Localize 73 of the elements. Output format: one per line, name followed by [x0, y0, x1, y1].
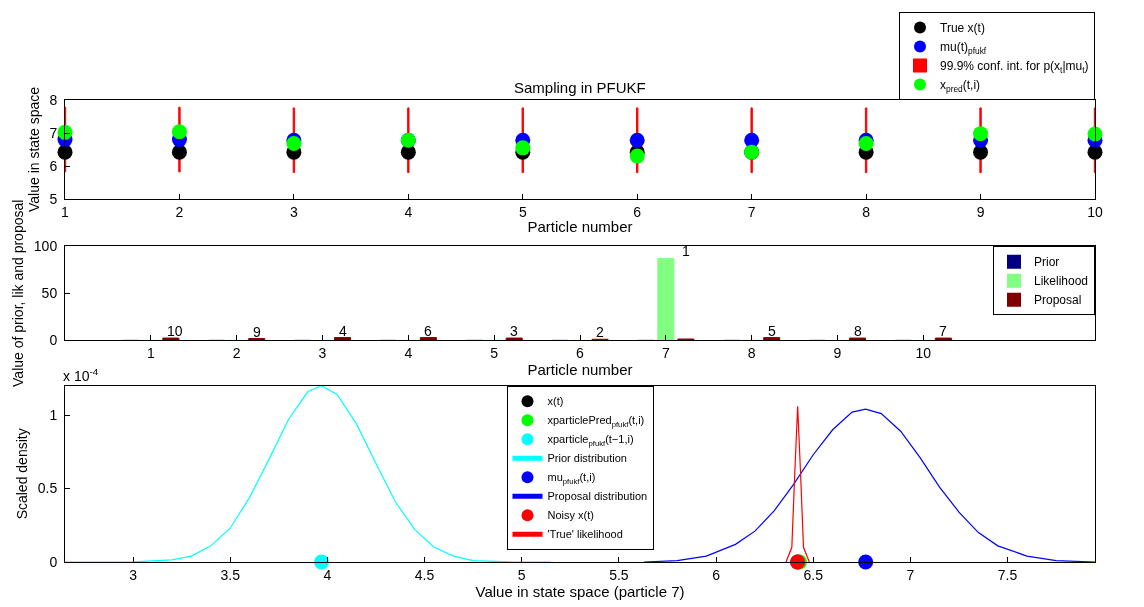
y-axis-title: Value in state space [26, 86, 42, 213]
legend-label: Likelihood [1034, 274, 1089, 289]
y-tick-label: 0.5 [37, 480, 58, 497]
legend-label: xparticle$_{pfukf}$(t−1,i) [547, 433, 634, 448]
x-tick-label: 3 [129, 566, 138, 583]
x-tick-label: 9 [976, 203, 985, 220]
y-tick-label: 100 [33, 238, 58, 255]
annotation: 1 [682, 243, 690, 259]
x-tick-label: 2 [175, 203, 184, 220]
legend-label: x(t) [547, 395, 564, 408]
legend-label: x$_{pred}$(t,i) [940, 78, 981, 94]
x-tick-label: 5 [518, 203, 527, 220]
x-tick-label: 9 [833, 345, 842, 362]
x-tick-label: 4 [404, 203, 413, 220]
legend-label: Prior [1034, 255, 1060, 270]
legend-label: Noisy x(t) [547, 509, 594, 522]
chart-title: Sampling in PFUKF [514, 79, 646, 96]
annotation: 4 [339, 323, 347, 339]
legend-label: 'True' likelihood [547, 528, 623, 541]
x-tick-label: 3 [318, 345, 327, 362]
annotation: 3 [510, 323, 518, 339]
x-tick-label: 10 [1087, 203, 1103, 220]
annotation: 6 [424, 323, 432, 339]
y-axis-title: Value of prior, lik and proposal [10, 199, 27, 387]
y-axis-title: Scaled density [14, 428, 31, 520]
y-tick-label: 0 [49, 553, 58, 570]
x-tick-label: 5 [490, 345, 499, 362]
x-axis-title: Value in state space (particle 7) [475, 582, 685, 600]
y-tick-label: 8 [49, 91, 58, 108]
annotation: 5 [768, 323, 776, 339]
x-tick-label: 7.5 [997, 566, 1018, 583]
x-tick-label: 8 [862, 203, 871, 220]
annotation: 10 [167, 323, 183, 339]
x-tick-label: 7 [906, 566, 915, 583]
legend-label: Prior distribution [547, 452, 627, 465]
y-tick-label: 7 [49, 124, 58, 141]
x-tick-label: 4 [404, 345, 413, 362]
legend-label: Proposal [1034, 293, 1082, 308]
x-tick-label: 7 [747, 203, 756, 220]
y-tick-label: 5 [49, 190, 58, 207]
y-tick-label: 0 [49, 332, 58, 349]
x-tick-label: 3 [289, 203, 298, 220]
legend-label: Proposal distribution [547, 490, 648, 503]
x-tick-label: 6 [633, 203, 642, 220]
y-tick-label: 1 [49, 406, 58, 423]
x-axis-title: Particle number [527, 217, 633, 235]
annotation: 8 [854, 323, 862, 339]
x-tick-label: 1 [61, 203, 70, 220]
x-tick-label: 8 [747, 345, 756, 362]
legend-label: xparticlePred$_{pfukf}$(t,i) [547, 414, 645, 429]
x-tick-label: 6.5 [803, 566, 824, 583]
y-tick-label: 6 [49, 157, 58, 174]
legend-label: mu$_{pfukf}$(t,i) [547, 471, 596, 486]
x-tick-label: 5.5 [609, 566, 629, 583]
x-tick-label: 4 [323, 566, 332, 583]
text: x 10$^{-4}$ [63, 366, 99, 384]
annotation: 7 [939, 323, 947, 339]
x-tick-label: 5 [517, 566, 526, 583]
x-tick-label: 2 [232, 345, 241, 362]
legend-label: 99.9% conf. int. for p(x$_{t}$|mu$_{t}$) [940, 59, 1089, 75]
x-tick-label: 6 [576, 345, 585, 362]
y-tick-label: 50 [41, 285, 58, 302]
x-tick-label: 1 [146, 345, 155, 362]
legend-label: mu(t)$_{pfukf}$ [940, 40, 987, 56]
x-tick-label: 3.5 [220, 566, 241, 583]
x-tick-label: 4.5 [414, 566, 435, 583]
x-tick-label: 6 [712, 566, 721, 583]
x-tick-label: 7 [661, 345, 670, 362]
annotation: 2 [596, 324, 604, 340]
annotation: 9 [253, 324, 261, 340]
x-tick-label: 10 [915, 345, 932, 362]
x-axis-title: Particle number [527, 361, 633, 379]
legend-label: True x(t) [940, 21, 985, 36]
